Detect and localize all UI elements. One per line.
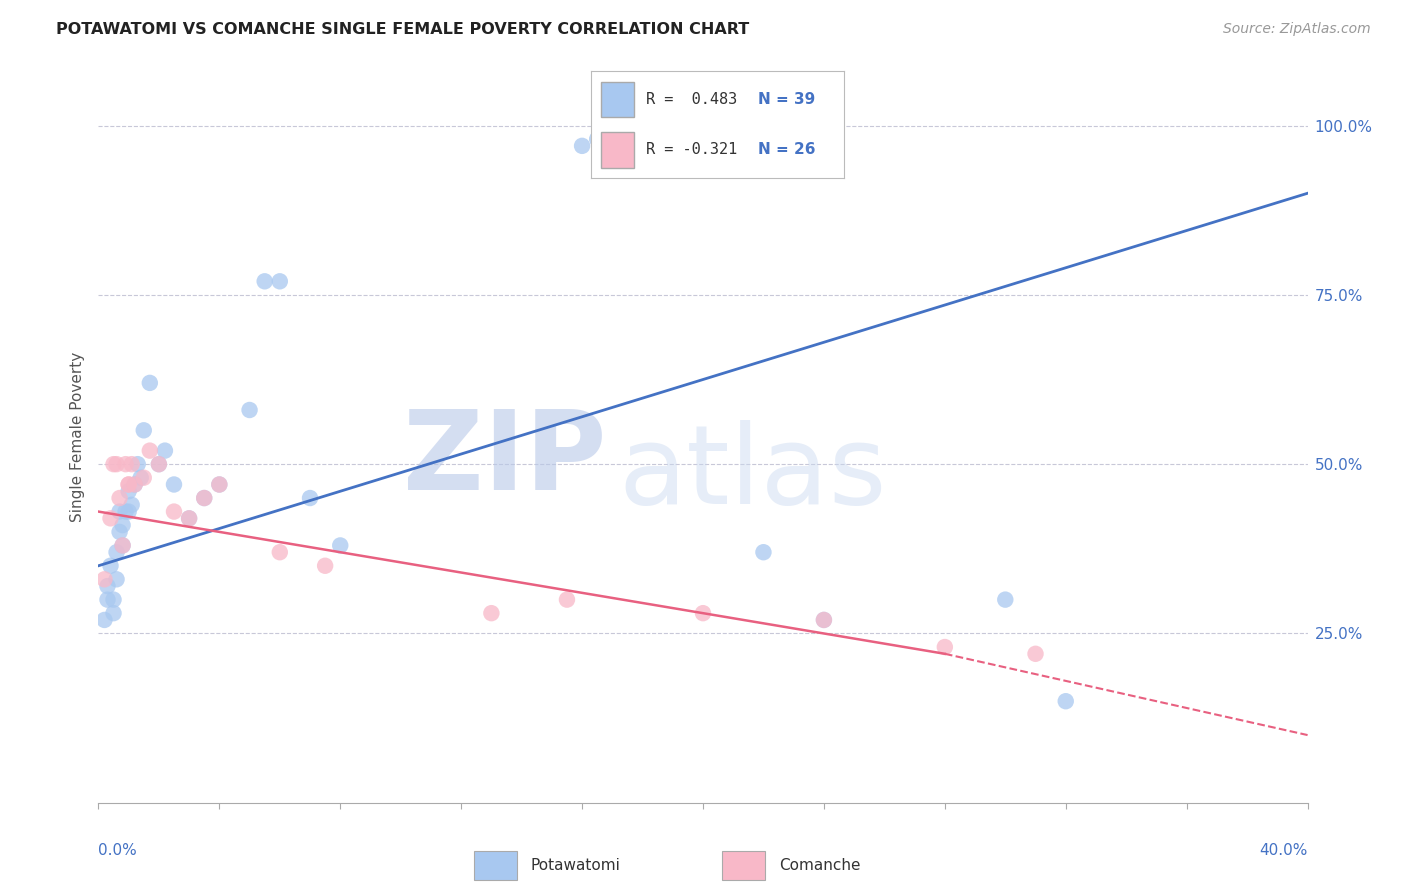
Point: [153, 443, 176, 458]
Text: N = 26: N = 26: [758, 142, 815, 157]
Point: [132, 471, 155, 485]
Point: [96, 579, 118, 593]
Point: [208, 477, 231, 491]
Point: [239, 403, 262, 417]
Point: [93, 572, 115, 586]
FancyBboxPatch shape: [600, 132, 634, 168]
Point: [586, 132, 609, 146]
Point: [108, 491, 131, 505]
Text: atlas: atlas: [619, 420, 887, 527]
Point: [111, 538, 134, 552]
FancyBboxPatch shape: [723, 851, 765, 880]
Point: [118, 505, 141, 519]
Point: [105, 572, 128, 586]
Point: [179, 511, 201, 525]
Point: [111, 518, 134, 533]
Point: [934, 640, 956, 654]
Text: R =  0.483: R = 0.483: [647, 92, 738, 107]
Point: [93, 613, 115, 627]
Point: [329, 538, 352, 552]
Point: [1024, 647, 1046, 661]
Point: [555, 592, 578, 607]
Point: [124, 477, 146, 491]
Point: [121, 457, 143, 471]
Point: [103, 606, 125, 620]
FancyBboxPatch shape: [474, 851, 516, 880]
Point: [208, 477, 231, 491]
Text: N = 39: N = 39: [758, 92, 815, 107]
Point: [114, 505, 136, 519]
Text: ZIP: ZIP: [404, 406, 606, 513]
Point: [193, 491, 215, 505]
Point: [571, 139, 593, 153]
Point: [139, 376, 162, 390]
Text: 0.0%: 0.0%: [98, 843, 138, 858]
Point: [269, 274, 291, 288]
Text: POTAWATOMI VS COMANCHE SINGLE FEMALE POVERTY CORRELATION CHART: POTAWATOMI VS COMANCHE SINGLE FEMALE POV…: [56, 22, 749, 37]
Point: [108, 505, 131, 519]
FancyBboxPatch shape: [600, 82, 634, 118]
Point: [100, 558, 122, 573]
Point: [994, 592, 1017, 607]
Point: [139, 443, 162, 458]
Point: [105, 545, 128, 559]
Point: [103, 592, 125, 607]
Text: Potawatomi: Potawatomi: [531, 858, 621, 872]
Point: [118, 484, 141, 499]
Point: [118, 477, 141, 491]
Point: [692, 606, 714, 620]
Point: [752, 545, 775, 559]
Point: [127, 457, 149, 471]
Point: [148, 457, 170, 471]
Point: [114, 457, 136, 471]
Point: [179, 511, 201, 525]
Point: [124, 477, 146, 491]
Point: [100, 511, 122, 525]
Text: Comanche: Comanche: [779, 858, 860, 872]
Text: Source: ZipAtlas.com: Source: ZipAtlas.com: [1223, 22, 1371, 37]
Point: [121, 498, 143, 512]
Point: [108, 524, 131, 539]
Y-axis label: Single Female Poverty: Single Female Poverty: [69, 352, 84, 522]
Point: [193, 491, 215, 505]
Point: [253, 274, 276, 288]
Point: [314, 558, 336, 573]
Point: [111, 538, 134, 552]
Point: [96, 592, 118, 607]
Point: [481, 606, 503, 620]
Point: [163, 505, 186, 519]
Point: [813, 613, 835, 627]
Point: [269, 545, 291, 559]
Point: [1054, 694, 1077, 708]
Point: [163, 477, 186, 491]
Point: [103, 457, 125, 471]
Point: [129, 471, 152, 485]
Point: [148, 457, 170, 471]
Point: [692, 139, 714, 153]
Point: [105, 457, 128, 471]
Text: 40.0%: 40.0%: [1260, 843, 1308, 858]
Point: [132, 423, 155, 437]
Point: [299, 491, 322, 505]
Point: [118, 477, 141, 491]
Text: R = -0.321: R = -0.321: [647, 142, 738, 157]
Point: [813, 613, 835, 627]
